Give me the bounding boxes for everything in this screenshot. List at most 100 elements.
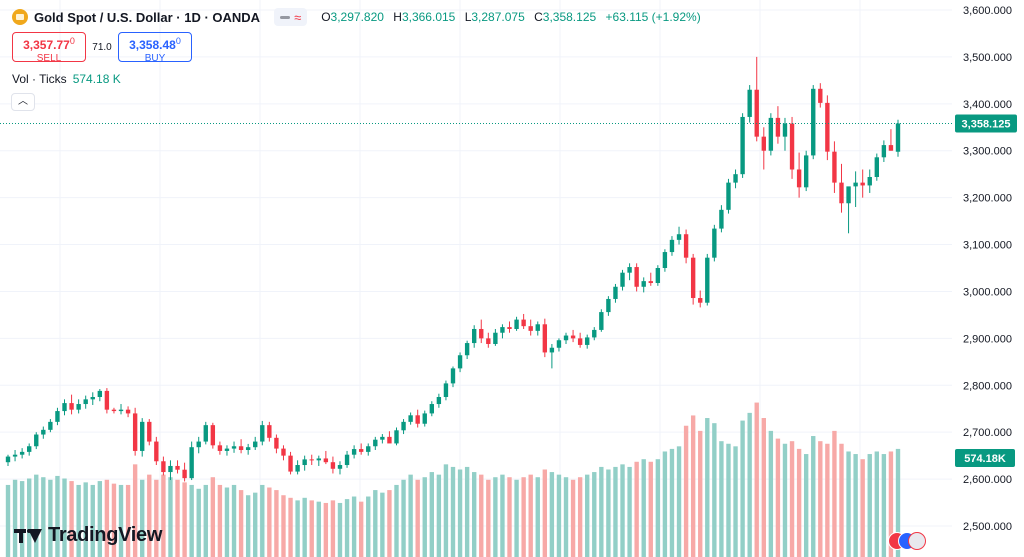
candle-body <box>867 176 872 186</box>
candle-body <box>450 368 456 384</box>
volume-bar <box>620 464 625 557</box>
volume-bar <box>740 420 745 557</box>
volume-bar <box>662 451 668 557</box>
price-tick-label: 2,500.000 <box>963 521 1012 533</box>
volume-bar <box>281 495 286 557</box>
volume-bar <box>34 474 39 557</box>
candle-body <box>648 281 653 284</box>
volume-bar <box>747 412 752 557</box>
volume-bar <box>775 438 781 557</box>
candle-body <box>83 399 88 405</box>
volume-bar <box>811 436 816 557</box>
candle-body <box>514 319 519 329</box>
candle-body <box>302 459 307 466</box>
candle-body <box>288 455 293 472</box>
candle-body <box>457 355 463 369</box>
volume-bar <box>705 418 710 557</box>
candle-body <box>309 459 314 461</box>
volume-bar <box>76 484 81 557</box>
candle-body <box>698 298 703 303</box>
volume-bar <box>500 474 505 557</box>
volume-bar <box>154 479 159 557</box>
volume-bar <box>754 402 759 557</box>
volume-bar <box>12 479 18 557</box>
candle-body <box>606 298 611 313</box>
volume-bar <box>726 443 731 557</box>
volume-bar <box>125 484 131 557</box>
volume-bar <box>175 479 180 557</box>
trade-panel: 3,357.770 SELL 71.0 3,358.480 BUY <box>12 32 192 64</box>
volume-bar <box>394 484 399 557</box>
volume-bar <box>168 477 173 557</box>
candle-body <box>415 415 420 424</box>
price-tick-label: 3,200.000 <box>963 193 1012 205</box>
volume-bar <box>415 479 420 557</box>
currency-flags-icon[interactable] <box>888 532 930 550</box>
last-price-tag <box>955 114 1017 133</box>
volume-label: Vol · Ticks <box>12 72 67 86</box>
candle-body <box>323 458 329 463</box>
candle-body <box>719 209 724 229</box>
symbol-title[interactable]: Gold Spot / U.S. Dollar · 1D · OANDA <box>34 9 261 25</box>
candle-body <box>34 434 39 447</box>
collapse-legend-button[interactable]: ︿ <box>11 93 35 111</box>
candle-body <box>853 182 858 187</box>
candle-body <box>429 404 434 414</box>
volume-bar <box>450 466 456 557</box>
price-tick-label: 3,100.000 <box>963 240 1012 252</box>
candle-body <box>210 425 216 446</box>
volume-bar <box>486 479 491 557</box>
candle-body <box>846 186 851 204</box>
candle-body <box>507 327 512 329</box>
candle-body <box>97 390 103 397</box>
candle-body <box>655 268 661 284</box>
candle-body <box>267 425 272 438</box>
volume-bar <box>83 482 88 557</box>
volume-bar <box>19 481 25 557</box>
volume-bar <box>606 469 611 557</box>
candle-body <box>613 286 618 299</box>
candle-body <box>443 383 449 397</box>
volume-bar <box>577 477 583 557</box>
spread-value: 71.0 <box>92 41 112 53</box>
candle-body <box>712 228 717 258</box>
volume-value: 574.18 K <box>72 72 121 86</box>
sell-button[interactable]: 3,357.770 SELL <box>12 32 86 64</box>
volume-bar <box>196 488 201 557</box>
volume-bar <box>464 466 470 557</box>
price-axis[interactable]: 2,500.000 2,600.000 2,700.000 2,800.000 2,90… <box>963 5 1012 533</box>
indicator-toggle[interactable]: ≈ <box>274 8 308 26</box>
volume-bar <box>528 474 533 557</box>
candle-body <box>373 439 378 447</box>
candle-body <box>387 436 392 444</box>
volume-bar <box>874 451 879 557</box>
volume-bar <box>839 443 844 557</box>
volume-bar <box>41 477 46 557</box>
volume-bar <box>585 474 590 557</box>
volume-bar <box>260 484 265 557</box>
candle-body <box>500 327 505 333</box>
candle-body <box>754 89 759 137</box>
volume-bar <box>457 469 463 557</box>
tradingview-logo-icon <box>14 527 42 545</box>
volume-bar <box>761 418 766 557</box>
candle-body <box>479 328 484 339</box>
volume-bar <box>796 448 802 557</box>
chevron-up-icon: ︿ <box>18 96 28 107</box>
tradingview-watermark[interactable]: TradingView <box>14 524 162 547</box>
price-tick-label: 2,900.000 <box>963 333 1012 345</box>
candle-body <box>69 403 74 410</box>
candle-body <box>358 449 364 452</box>
buy-button[interactable]: 3,358.480 BUY <box>118 32 192 64</box>
volume-bar <box>803 454 809 557</box>
volume-bar <box>542 469 548 557</box>
volume-bar <box>676 446 682 557</box>
volume-bar <box>563 477 569 557</box>
volume-bar <box>69 481 74 557</box>
volume-bar <box>210 477 216 557</box>
volume-bar <box>895 448 901 557</box>
volume-bar <box>733 446 738 557</box>
candle-body <box>733 174 738 183</box>
volume-bar <box>267 487 272 557</box>
